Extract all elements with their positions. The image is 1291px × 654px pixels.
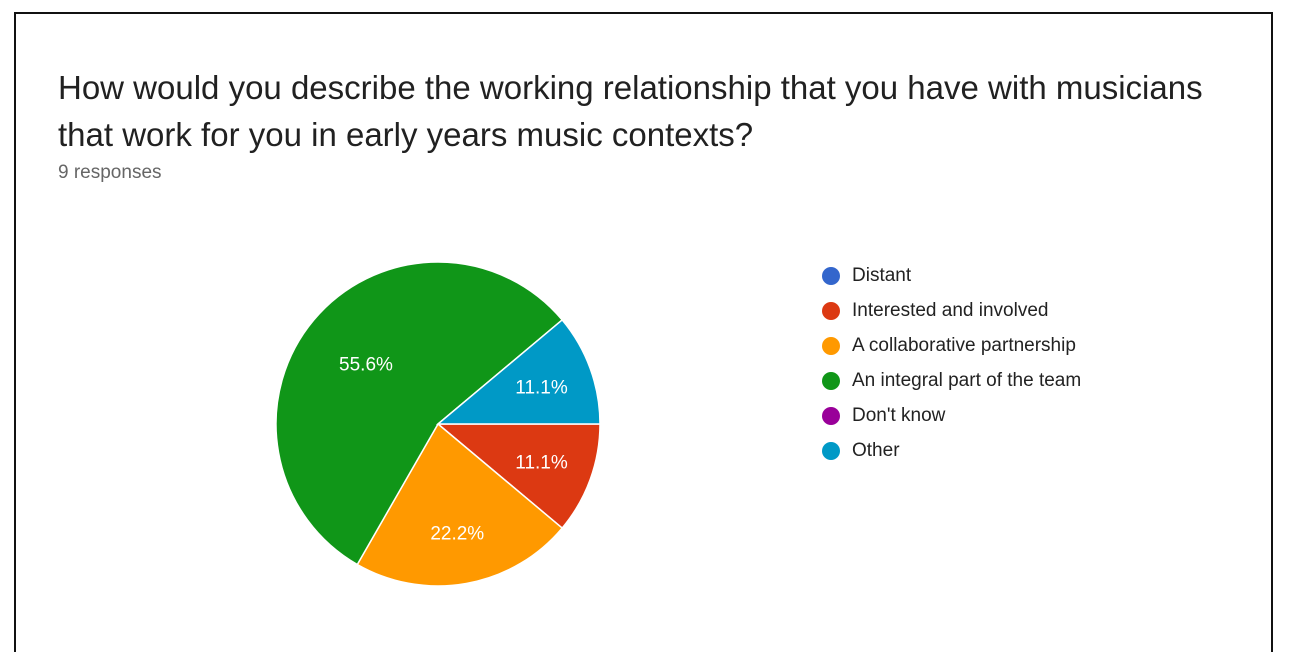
legend-swatch-icon (822, 371, 840, 390)
legend-swatch-icon (822, 301, 840, 320)
legend-swatch-icon (822, 406, 840, 425)
legend-item-an-integral-part-of-the-team[interactable]: An integral part of the team (822, 363, 1081, 398)
legend-item-distant[interactable]: Distant (822, 258, 1081, 293)
pie-slice-an-integral-part-of-the-team[interactable] (275, 261, 564, 566)
pie-slice-a-collaborative-partnership[interactable] (356, 422, 564, 587)
legend-swatch-icon (822, 266, 840, 285)
legend-label: Interested and involved (852, 299, 1049, 321)
legend-item-a-collaborative-partnership[interactable]: A collaborative partnership (822, 328, 1081, 363)
legend-item-don-t-know[interactable]: Don't know (822, 398, 1081, 433)
legend-label: Other (852, 439, 900, 461)
slice-label-an-integral-part-of-the-team: 55.6% (339, 355, 393, 376)
legend-item-interested-and-involved[interactable]: Interested and involved (822, 293, 1081, 328)
legend-label: Distant (852, 264, 912, 286)
chart-card: How would you describe the working relat… (14, 12, 1273, 652)
pie-chart: 11.1% 22.2% 55.6% 11.1% (275, 261, 601, 587)
slice-label-other: 11.1% (515, 377, 568, 398)
legend-swatch-icon (822, 441, 840, 460)
response-count: 9 responses (58, 162, 162, 183)
pie-slice-other[interactable] (435, 318, 601, 425)
chart-legend: Distant Interested and involved A collabor… (822, 258, 1081, 468)
legend-label: Don't know (852, 404, 946, 426)
slice-label-a-collaborative-partnership: 22.2% (430, 523, 484, 544)
legend-label: A collaborative partnership (852, 334, 1076, 356)
legend-swatch-icon (822, 336, 840, 355)
legend-label: An integral part of the team (852, 369, 1082, 391)
pie-slice-interested-and-involved[interactable] (435, 423, 601, 530)
slice-label-interested-and-involved: 11.1% (515, 453, 568, 474)
legend-item-other[interactable]: Other (822, 433, 1081, 468)
question-title: How would you describe the working relat… (58, 69, 1203, 153)
